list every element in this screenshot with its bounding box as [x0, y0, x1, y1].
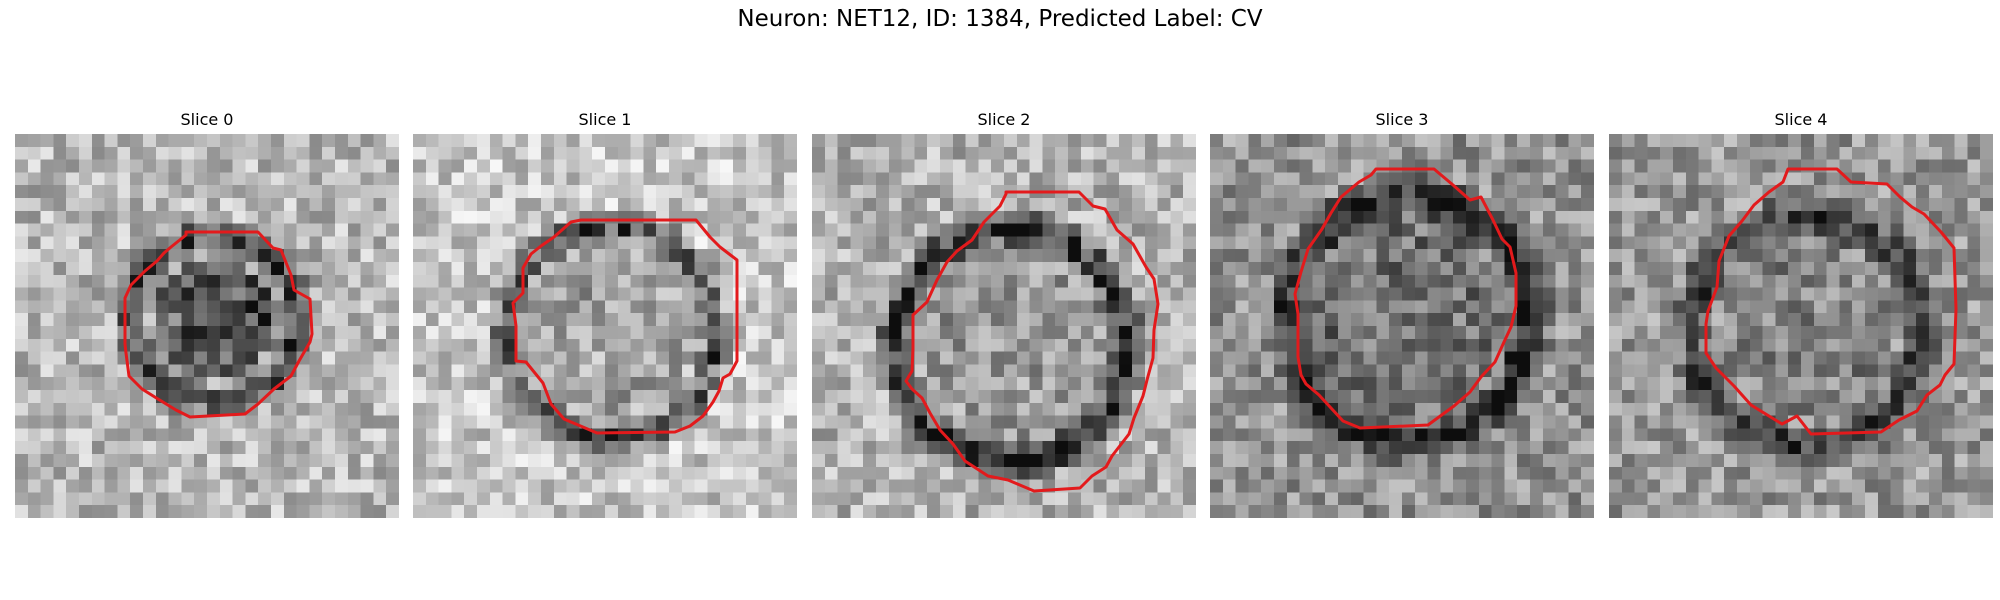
- slice-4-image: [1609, 134, 1993, 518]
- slice-0-title: Slice 0: [180, 110, 234, 129]
- slice-0-roi-contour: [123, 230, 314, 419]
- slice-1-title: Slice 1: [578, 110, 632, 129]
- slice-0-image: [15, 134, 399, 518]
- slice-4-roi-contour: [1704, 167, 1958, 436]
- slice-1-image: [413, 134, 797, 518]
- slice-4-title: Slice 4: [1774, 110, 1828, 129]
- slice-2-roi-contour: [904, 190, 1160, 493]
- figure-title: Neuron: NET12, ID: 1384, Predicted Label…: [737, 6, 1263, 32]
- slice-3-title: Slice 3: [1375, 110, 1429, 129]
- slice-3-image: [1210, 134, 1594, 518]
- slice-2-title: Slice 2: [977, 110, 1031, 129]
- slice-3-roi-contour: [1293, 167, 1518, 430]
- slice-1-roi-contour: [511, 218, 739, 435]
